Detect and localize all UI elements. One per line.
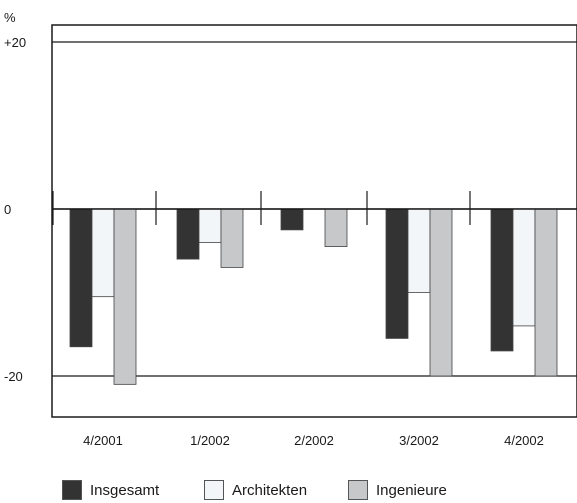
legend-swatch-ingenieure xyxy=(348,480,368,500)
bar-insgesamt-1-2002 xyxy=(176,208,200,260)
bar-ingenieure-4-2001 xyxy=(113,208,137,385)
bar-insgesamt-2-2002 xyxy=(280,208,304,231)
x-category-label: 4/2001 xyxy=(83,433,123,448)
legend-label-ingenieure: Ingenieure xyxy=(376,481,447,499)
bar-ingenieure-4-2002 xyxy=(534,208,558,377)
bar-ingenieure-2-2002 xyxy=(324,208,348,247)
legend-item-ingenieure: Ingenieure xyxy=(348,480,447,500)
legend-label-architekten: Architekten xyxy=(232,481,308,499)
y-axis-unit: % xyxy=(4,10,16,25)
bar-insgesamt-4-2002 xyxy=(490,208,514,352)
bar-insgesamt-4-2001 xyxy=(69,208,93,348)
bar-ingenieure-3-2002 xyxy=(429,208,453,377)
legend: Insgesamt Architekten Ingenieure xyxy=(0,480,577,503)
bar-ingenieure-1-2002 xyxy=(220,208,244,268)
x-category-label: 2/2002 xyxy=(294,433,334,448)
plot-frame xyxy=(51,24,577,418)
bar-architekten-4-2001 xyxy=(91,208,115,298)
bar-architekten-4-2002 xyxy=(512,208,536,327)
legend-item-architekten: Architekten xyxy=(204,480,307,500)
legend-label-insgesamt: Insgesamt xyxy=(90,481,160,499)
legend-item-insgesamt: Insgesamt xyxy=(62,480,159,500)
x-category-label: 3/2002 xyxy=(399,433,439,448)
bar-architekten-3-2002 xyxy=(407,208,431,293)
x-category-label: 4/2002 xyxy=(504,433,544,448)
bar-architekten-1-2002 xyxy=(198,208,222,243)
legend-swatch-architekten xyxy=(204,480,224,500)
y-tick-label: +20 xyxy=(4,35,26,50)
y-tick-label: -20 xyxy=(4,369,23,384)
bar-chart: % +20 0 -20 4/2001 1/2002 2/2002 3/2002 4/2002 xyxy=(4,10,577,448)
x-category-label: 1/2002 xyxy=(190,433,230,448)
bar-insgesamt-3-2002 xyxy=(385,208,409,339)
y-tick-label: 0 xyxy=(4,202,11,217)
legend-swatch-insgesamt xyxy=(62,480,82,500)
